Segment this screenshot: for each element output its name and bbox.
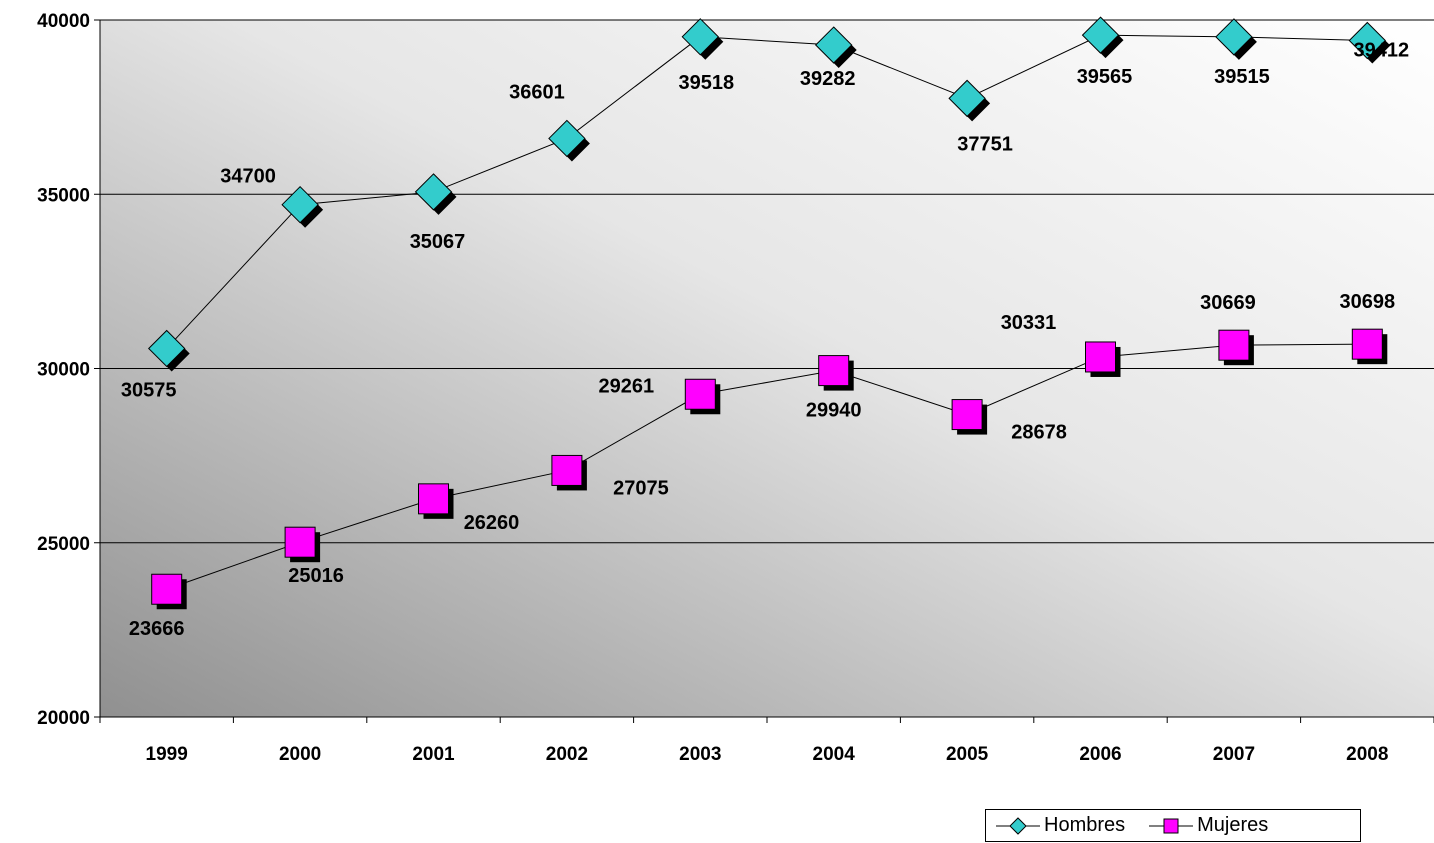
data-label-hombres-2008: 39412	[1353, 39, 1409, 61]
x-axis-tick-labels: 1999 2000 2001 2002 2003 2004 2005 2006 2007 2008	[146, 744, 1389, 765]
legend: Hombres Mujeres	[985, 809, 1361, 842]
data-label-mujeres-2002: 27075	[613, 477, 669, 499]
y-tick-label-30000: 30000	[37, 360, 90, 381]
data-label-mujeres-2004: 29940	[806, 400, 862, 422]
data-labels: 30575 34700 35067 36601 39518 39282 37751 39565…	[121, 39, 1409, 640]
marker-hombres-2006	[1081, 16, 1120, 54]
data-label-hombres-2003: 39518	[678, 72, 734, 94]
data-label-mujeres-2003: 29261	[598, 375, 654, 397]
axes	[94, 19, 1434, 723]
data-label-mujeres-2001: 26260	[464, 512, 520, 534]
marker-hombres-1999	[147, 329, 186, 368]
data-label-hombres-2005: 37751	[957, 133, 1013, 155]
x-tick-label-2005: 2005	[946, 744, 989, 765]
data-label-hombres-2001: 35067	[410, 231, 466, 253]
marker-hombres-2004	[814, 26, 853, 64]
data-label-hombres-2000: 34700	[220, 166, 276, 188]
series-lines	[166, 34, 1368, 590]
series-line-hombres	[166, 34, 1368, 349]
x-tick-label-2004: 2004	[813, 744, 856, 765]
x-tick-label-2003: 2003	[679, 744, 721, 765]
data-label-hombres-1999: 30575	[121, 379, 177, 401]
marker-mujeres-2004	[818, 355, 850, 387]
x-tick-label-2001: 2001	[412, 744, 455, 765]
legend-square-marker-icon	[1149, 818, 1194, 833]
legend-item-mujeres: Mujeres	[1149, 814, 1268, 837]
series-line-mujeres	[166, 343, 1368, 590]
marker-hombres-2000	[281, 185, 319, 224]
marker-mujeres-2008	[1351, 328, 1383, 360]
legend-item-hombres: Hombres	[996, 814, 1125, 837]
x-tick-label-2007: 2007	[1213, 744, 1255, 765]
data-label-mujeres-2007: 30669	[1200, 292, 1256, 314]
legend-label-hombres: Hombres	[1044, 814, 1126, 836]
legend-diamond-marker-icon	[996, 816, 1040, 835]
y-tick-label-25000: 25000	[37, 534, 90, 555]
x-tick-label-2008: 2008	[1346, 744, 1388, 765]
marker-mujeres-2002	[551, 454, 583, 486]
x-tick-label-2002: 2002	[546, 744, 588, 765]
marker-mujeres-2001	[418, 483, 449, 515]
y-tick-label-20000: 20000	[37, 708, 90, 729]
data-label-mujeres-2006: 30331	[1001, 312, 1057, 334]
y-tick-label-40000: 40000	[37, 11, 90, 32]
x-tick-label-2000: 2000	[279, 744, 321, 765]
marker-mujeres-2006	[1085, 341, 1116, 373]
marker-mujeres-2005	[951, 399, 983, 431]
y-tick-label-35000: 35000	[37, 185, 90, 206]
series-markers	[147, 16, 1391, 610]
legend-label-mujeres: Mujeres	[1197, 814, 1269, 836]
marker-hombres-2003	[681, 18, 720, 56]
data-label-hombres-2006: 39565	[1077, 66, 1133, 88]
data-label-hombres-2007: 39515	[1214, 66, 1270, 88]
marker-mujeres-2007	[1218, 329, 1250, 361]
marker-mujeres-2000	[284, 526, 316, 558]
x-tick-label-2006: 2006	[1079, 744, 1121, 765]
marker-mujeres-2003	[684, 378, 716, 410]
marker-hombres-2008	[1348, 21, 1387, 60]
marker-hombres-2007	[1215, 18, 1253, 56]
marker-mujeres-1999	[151, 573, 183, 605]
marker-hombres-2002	[548, 119, 586, 158]
data-label-mujeres-2008: 30698	[1339, 291, 1395, 313]
data-label-mujeres-2000: 25016	[288, 565, 344, 587]
x-tick-label-1999: 1999	[146, 744, 188, 765]
data-label-hombres-2004: 39282	[800, 68, 856, 90]
data-label-mujeres-2005: 28678	[1011, 422, 1067, 444]
data-label-hombres-2002: 36601	[509, 81, 565, 103]
marker-hombres-2005	[948, 79, 986, 118]
marker-hombres-2001	[414, 173, 453, 211]
gridlines	[100, 19, 1434, 544]
y-axis-tick-labels: 20000 25000 30000 35000 40000	[37, 11, 90, 729]
data-label-mujeres-1999: 23666	[129, 618, 185, 640]
